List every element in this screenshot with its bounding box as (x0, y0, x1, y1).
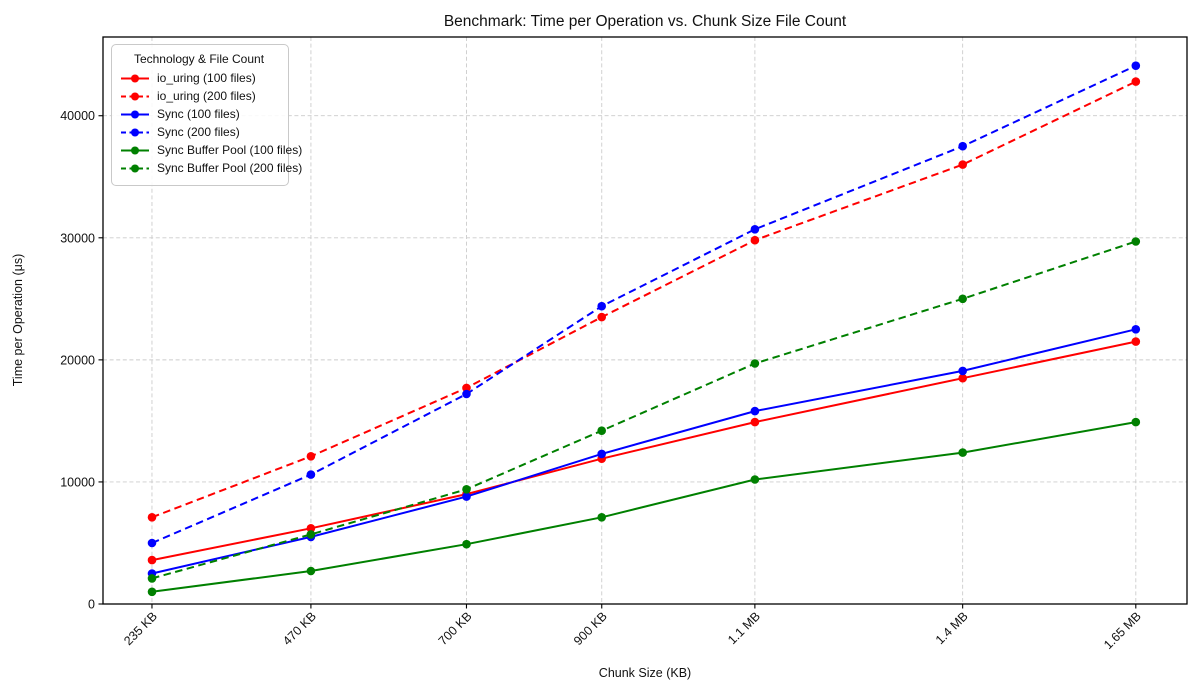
data-point (462, 539, 471, 549)
data-point (1131, 325, 1141, 334)
data-point (958, 141, 967, 151)
data-point (462, 389, 471, 399)
series-line (151, 421, 1136, 593)
x-tick-label: 235 KB (121, 609, 160, 648)
legend-marker (131, 146, 139, 154)
legend-label: io_uring (100 files) (157, 71, 256, 85)
legend-marker (131, 110, 139, 118)
y-tick-label: 10000 (60, 475, 95, 489)
legend-marker (131, 92, 139, 100)
x-tick-label: 900 KB (571, 609, 610, 648)
y-tick-label: 20000 (60, 353, 95, 367)
legend-sample-dashed-line-icon (121, 92, 149, 100)
data-point (1131, 337, 1141, 346)
data-point (306, 530, 316, 539)
series-sync-100-files (147, 325, 1141, 578)
legend-sample-dashed-line-icon (121, 164, 149, 172)
data-point (750, 225, 760, 234)
x-tick-label: 1.65 MB (1101, 609, 1144, 652)
data-point (597, 301, 606, 311)
data-point (750, 235, 760, 245)
legend-marker (131, 164, 139, 172)
legend-marker (131, 74, 139, 82)
legend-title: Technology & File Count (133, 52, 265, 66)
series-line (151, 340, 1137, 562)
data-point (462, 383, 471, 393)
data-point (750, 406, 760, 416)
plot-border (102, 36, 1188, 605)
legend-item-sync-buffer-pool-200-files: Sync Buffer Pool (200 files) (120, 161, 302, 175)
data-point (147, 555, 157, 565)
data-point (1131, 77, 1141, 86)
x-axis-label: Chunk Size (KB) (599, 666, 691, 680)
legend-sample-solid-line-icon (121, 74, 149, 82)
legend-items: io_uring (100 files) io_uring (200 files)… (120, 71, 302, 175)
data-point (958, 160, 967, 169)
data-point (958, 448, 967, 457)
legend-label: Sync (100 files) (157, 107, 240, 121)
y-tick-label: 0 (88, 598, 95, 612)
legend-label: Sync Buffer Pool (100 files) (157, 143, 303, 157)
data-point (306, 452, 316, 461)
series-sync-buffer-pool-200-files (147, 237, 1141, 583)
data-point (958, 373, 967, 383)
legend-sample-solid-line-icon (121, 110, 149, 118)
series-sync-buffer-pool-100-files (147, 417, 1141, 597)
data-point (306, 566, 316, 576)
series-line (151, 64, 1137, 544)
y-tick-label: 30000 (60, 231, 95, 245)
x-tick-label: 700 KB (436, 609, 475, 648)
series-line (151, 240, 1137, 580)
data-point (597, 449, 606, 459)
data-point (597, 312, 606, 322)
data-point (462, 492, 471, 501)
data-point (1131, 417, 1141, 427)
series-lines (147, 61, 1141, 597)
x-tick-label: 1.4 MB (933, 609, 971, 647)
data-point (597, 513, 606, 522)
legend-sample-solid-line-icon (121, 146, 149, 154)
data-point (597, 426, 606, 436)
data-point (1131, 237, 1141, 246)
legend-sample-dashed-line-icon (121, 128, 149, 136)
data-point (147, 538, 157, 548)
y-axis-label: Time per Operation (μs) (11, 254, 25, 386)
legend-item-sync-200-files: Sync (200 files) (120, 125, 278, 139)
legend-label: Sync (200 files) (157, 125, 240, 139)
x-tick-label: 470 KB (280, 609, 319, 648)
data-point (147, 587, 157, 597)
legend-marker (131, 128, 139, 136)
data-point (750, 359, 760, 368)
data-point (147, 574, 157, 583)
x-tick-label: 1.1 MB (725, 609, 763, 647)
legend: Technology & File Count io_uring (100 fi… (111, 44, 302, 186)
data-point (306, 524, 316, 533)
legend-item-io-uring-200-files: io_uring (200 files) (120, 89, 278, 103)
legend-item-io-uring-100-files: io_uring (100 files) (120, 71, 278, 85)
data-point (958, 366, 967, 376)
data-point (750, 475, 760, 484)
data-point (750, 417, 760, 427)
data-point (306, 470, 316, 479)
data-point (958, 294, 967, 304)
legend-label: Sync Buffer Pool (200 files) (157, 161, 303, 175)
series-sync-200-files (147, 61, 1141, 548)
data-point (462, 485, 471, 494)
legend-item-sync-100-files: Sync (100 files) (120, 107, 278, 121)
legend-item-sync-buffer-pool-100-files: Sync Buffer Pool (100 files) (120, 143, 302, 157)
data-point (1131, 61, 1141, 70)
series-io-uring-200-files (147, 77, 1141, 522)
legend-label: io_uring (200 files) (157, 89, 256, 103)
series-line (151, 328, 1137, 575)
series-io-uring-100-files (147, 337, 1141, 565)
data-point (147, 513, 157, 522)
axis-ticks (98, 115, 1137, 609)
y-tick-label: 40000 (60, 109, 95, 123)
chart-title: Benchmark: Time per Operation vs. Chunk … (444, 13, 847, 30)
